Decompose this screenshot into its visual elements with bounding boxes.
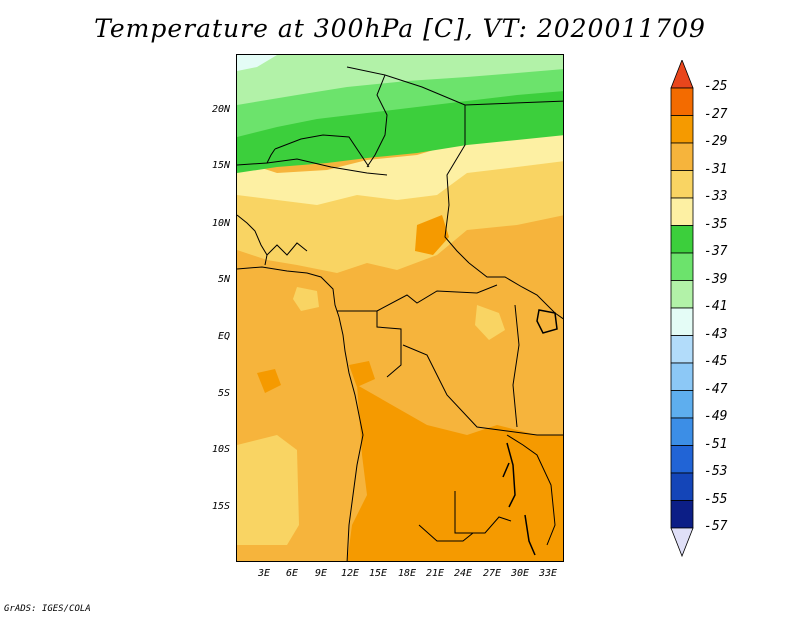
- colorbar-swatch: [670, 87, 694, 116]
- temperature-field: [237, 55, 563, 561]
- map-panel: [236, 54, 564, 562]
- colorbar-swatch: [670, 307, 694, 336]
- fill-patch-31-a: [475, 305, 505, 340]
- lon-tick-9e: 9E: [314, 568, 328, 579]
- country-borders: [237, 66, 563, 561]
- colorbar-label: -37: [704, 244, 728, 259]
- fill-patch-31-b: [293, 287, 319, 311]
- colorbar: [670, 60, 694, 558]
- colorbar-label: -53: [704, 464, 728, 479]
- colorbar-bottom-arrow: [670, 527, 694, 558]
- colorbar-swatch: [670, 170, 694, 199]
- colorbar-label: -47: [704, 381, 728, 397]
- colorbar-swatch: [670, 417, 694, 446]
- lon-tick-27e: 27E: [482, 568, 502, 579]
- lon-tick-3e: 3E: [257, 568, 271, 579]
- colorbar-label: -41: [704, 299, 728, 314]
- colorbar-label: -45: [704, 354, 728, 369]
- lon-tick-30e: 30E: [510, 568, 530, 579]
- lat-tick-15s: 15S: [211, 501, 230, 512]
- colorbar-swatch: [670, 280, 694, 309]
- fill-band-37: [237, 67, 563, 137]
- colorbar-label: -29: [704, 134, 728, 149]
- colorbar-label: -27: [704, 106, 728, 122]
- colorbar-label: -43: [704, 326, 728, 342]
- colorbar-label: -57: [704, 519, 728, 534]
- lake-outlines: [502, 309, 558, 556]
- colorbar-swatch: [670, 115, 694, 144]
- colorbar-label: -51: [704, 436, 728, 452]
- lat-tick-eq: EQ: [217, 331, 230, 342]
- fill-band-41: [237, 55, 277, 71]
- lon-tick-21e: 21E: [425, 568, 445, 579]
- colorbar-label: -35: [704, 216, 728, 232]
- lon-tick-18e: 18E: [397, 568, 417, 579]
- lon-tick-33e: 33E: [538, 568, 558, 579]
- colorbar-label: -39: [704, 271, 728, 287]
- colorbar-label: -25: [704, 79, 728, 94]
- lat-tick-5s: 5S: [217, 388, 230, 399]
- lon-tick-6e: 6E: [285, 568, 299, 579]
- colorbar-swatch: [670, 252, 694, 281]
- lat-tick-20n: 20N: [211, 104, 230, 115]
- lon-tick-24e: 24E: [453, 568, 473, 579]
- colorbar-top-arrow: [670, 60, 694, 89]
- fill-band-31-west: [237, 435, 299, 545]
- lat-tick-5n: 5N: [217, 274, 230, 285]
- colorbar-label: -55: [704, 491, 728, 507]
- map-title: Temperature at 300hPa [C], VT: 202001170…: [94, 14, 706, 43]
- lat-tick-10s: 10S: [211, 444, 230, 455]
- colorbar-swatch: [670, 197, 694, 226]
- fill-band-33: [237, 133, 563, 205]
- fill-patch-27-c: [349, 361, 375, 387]
- colorbar-label: -33: [704, 189, 728, 204]
- colorbar-label: -49: [704, 409, 728, 424]
- lon-tick-12e: 12E: [340, 568, 360, 579]
- lat-tick-10n: 10N: [211, 218, 230, 229]
- colorbar-swatch: [670, 335, 694, 364]
- colorbar-swatch: [670, 362, 694, 391]
- colorbar-swatch: [670, 445, 694, 474]
- fill-band-27: [347, 385, 563, 561]
- colorbar-swatch: [670, 225, 694, 254]
- colorbar-swatch: [670, 142, 694, 171]
- colorbar-swatch: [670, 390, 694, 419]
- colorbar-label: -31: [704, 161, 728, 177]
- lon-tick-15e: 15E: [368, 568, 388, 579]
- credit-label: GrADS: IGES/COLA: [4, 604, 91, 614]
- colorbar-swatch: [670, 472, 694, 501]
- colorbar-swatch: [670, 500, 694, 529]
- lat-tick-15n: 15N: [211, 160, 230, 171]
- fill-patch-27-b: [415, 215, 449, 255]
- fill-patch-27-a: [257, 369, 281, 393]
